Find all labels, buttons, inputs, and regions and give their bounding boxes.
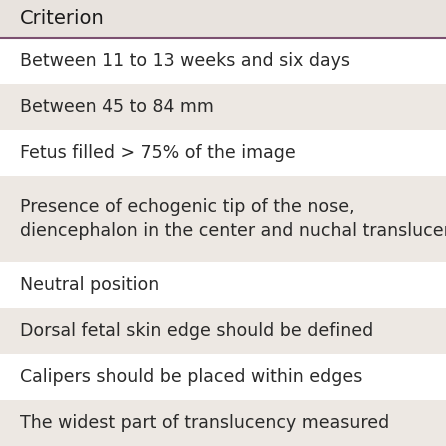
- Bar: [0, 130, 446, 176]
- Text: Fetus filled > 75% of the image: Fetus filled > 75% of the image: [20, 144, 296, 162]
- Text: Calipers should be placed within edges: Calipers should be placed within edges: [20, 368, 363, 386]
- Text: Criterion: Criterion: [20, 9, 105, 29]
- Text: Presence of echogenic tip of the nose,
diencephalon in the center and nuchal tra: Presence of echogenic tip of the nose, d…: [20, 198, 446, 240]
- Bar: [0, 261, 446, 308]
- Bar: [0, 308, 446, 354]
- Text: The widest part of translucency measured: The widest part of translucency measured: [20, 414, 389, 432]
- Text: Dorsal fetal skin edge should be defined: Dorsal fetal skin edge should be defined: [20, 322, 373, 340]
- Bar: [0, 0, 446, 38]
- Text: Between 11 to 13 weeks and six days: Between 11 to 13 weeks and six days: [20, 52, 350, 70]
- Bar: [0, 38, 446, 84]
- Bar: [0, 354, 446, 400]
- Bar: [0, 176, 446, 261]
- Bar: [0, 400, 446, 446]
- Text: Between 45 to 84 mm: Between 45 to 84 mm: [20, 98, 214, 116]
- Text: Neutral position: Neutral position: [20, 276, 159, 293]
- Bar: [0, 84, 446, 130]
